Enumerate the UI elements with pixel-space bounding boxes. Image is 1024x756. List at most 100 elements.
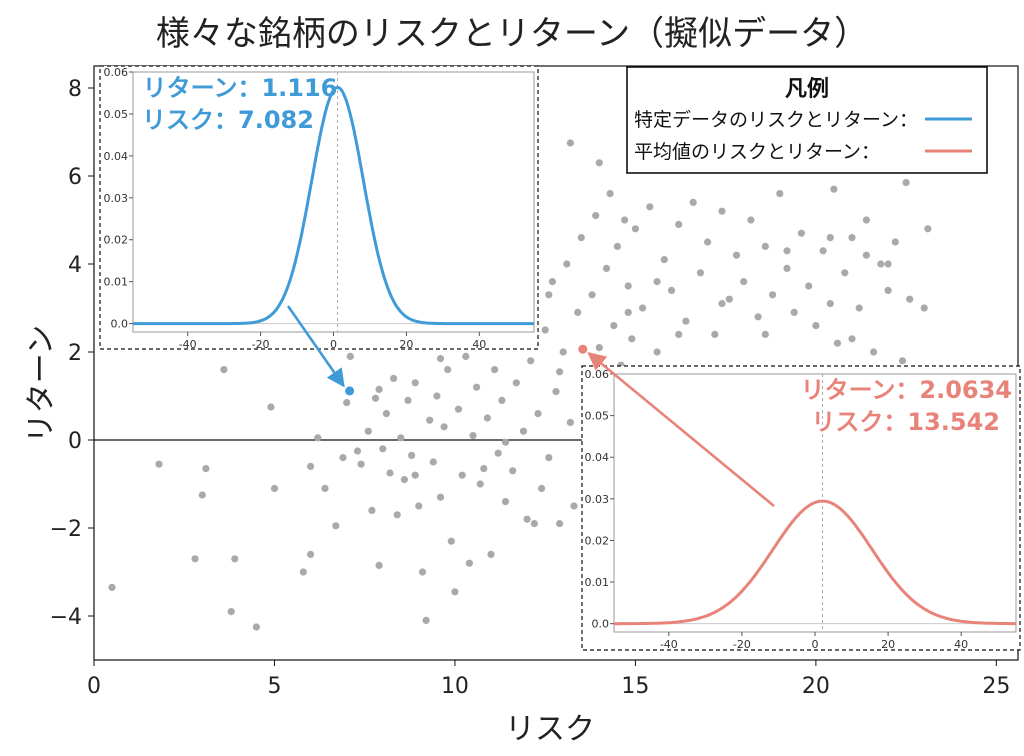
data-point — [621, 216, 629, 224]
y-tick-label: 8 — [68, 77, 82, 102]
data-point — [353, 447, 362, 455]
data-point — [321, 484, 329, 492]
data-point — [541, 326, 549, 334]
data-point — [483, 414, 491, 422]
data-point — [404, 396, 412, 404]
inset-specific-distribution: -40 -20 0 20 40 0.0 0.01 0.02 0.03 0.04 0.05 0.06 リタ… — [99, 65, 539, 351]
x-tick-label: 20 — [802, 674, 830, 699]
data-point — [841, 269, 849, 277]
y-tick-label: 2 — [68, 341, 82, 366]
y-tick-label: 0 — [68, 429, 82, 454]
data-point — [418, 568, 427, 576]
data-point — [556, 368, 564, 376]
data-point — [509, 467, 517, 475]
inset-y-tick-label: 0.05 — [104, 108, 129, 121]
data-point — [870, 348, 878, 356]
data-point — [783, 264, 791, 272]
data-point — [682, 317, 690, 325]
data-point — [855, 304, 863, 312]
data-point — [548, 278, 557, 286]
data-point — [444, 366, 452, 374]
data-point — [631, 225, 640, 233]
data-point — [556, 520, 564, 528]
data-point — [469, 432, 477, 440]
data-point — [826, 234, 834, 242]
legend-entry-label: 特定データのリスクとリターン： — [634, 109, 918, 131]
data-point — [332, 522, 340, 530]
inset-x-tick-label: 0 — [812, 638, 819, 651]
data-point — [552, 388, 560, 396]
data-point — [689, 198, 697, 206]
data-point — [487, 550, 495, 559]
data-point — [902, 179, 910, 187]
data-point — [458, 471, 466, 479]
arrow-to-specific-point — [286, 305, 345, 388]
data-point — [314, 434, 322, 442]
y-tick-label: 6 — [68, 165, 82, 190]
data-point — [433, 392, 441, 400]
inset-x-tick-label: -40 — [660, 638, 678, 651]
data-point — [805, 282, 813, 290]
data-point — [628, 335, 636, 343]
data-point — [519, 427, 528, 435]
data-point — [566, 418, 575, 426]
data-point — [884, 286, 892, 294]
data-point — [830, 185, 838, 193]
data-point — [574, 308, 582, 316]
data-point — [307, 550, 315, 559]
data-point — [379, 445, 387, 453]
data-point — [862, 251, 871, 259]
data-point — [231, 555, 239, 563]
data-point — [667, 286, 676, 294]
inset-y-tick-label: 0.0 — [111, 318, 129, 331]
arrow-to-mean-point — [587, 352, 775, 508]
inset-y-tick-label: 0.03 — [585, 493, 610, 506]
data-point — [660, 256, 668, 264]
data-point — [639, 304, 647, 312]
inset-plot-frame — [132, 71, 535, 333]
data-point — [646, 203, 654, 211]
data-point — [252, 623, 260, 631]
data-point — [491, 366, 499, 374]
data-point — [400, 476, 408, 484]
data-point — [307, 462, 315, 470]
data-point — [718, 300, 726, 308]
data-point — [480, 465, 488, 473]
x-tick-label: 5 — [267, 674, 281, 699]
data-point — [227, 608, 235, 616]
data-point — [299, 568, 307, 576]
data-point — [563, 260, 571, 268]
data-point — [740, 278, 748, 286]
data-point — [783, 247, 791, 255]
data-point — [812, 322, 820, 330]
data-point — [364, 427, 372, 435]
data-point — [884, 260, 892, 268]
data-point — [451, 588, 459, 596]
inset-x-tick-label: -40 — [179, 338, 197, 351]
data-point — [559, 348, 567, 356]
data-point — [393, 511, 401, 519]
data-point — [429, 458, 437, 466]
y-tick-label: −4 — [50, 605, 82, 630]
data-point — [368, 506, 376, 514]
data-point — [534, 410, 542, 418]
data-point — [538, 484, 546, 492]
density-curve — [133, 86, 534, 326]
data-point — [155, 460, 163, 468]
data-point — [610, 322, 618, 330]
data-point — [577, 234, 585, 242]
inset-risk-label: リスク：13.542 — [811, 408, 1000, 436]
inset-x-tick-label: -20 — [252, 338, 270, 351]
inset-x-tick-label: 20 — [881, 638, 895, 651]
data-point — [501, 498, 510, 506]
data-point — [512, 379, 520, 387]
inset-x-tick-label: -20 — [733, 638, 751, 651]
data-point — [848, 234, 856, 242]
data-point — [386, 469, 394, 477]
data-point — [415, 502, 423, 510]
inset-y-tick-label: 0.01 — [585, 576, 610, 589]
data-point — [725, 295, 733, 303]
data-point — [848, 335, 856, 343]
x-tick-label: 15 — [621, 674, 649, 699]
